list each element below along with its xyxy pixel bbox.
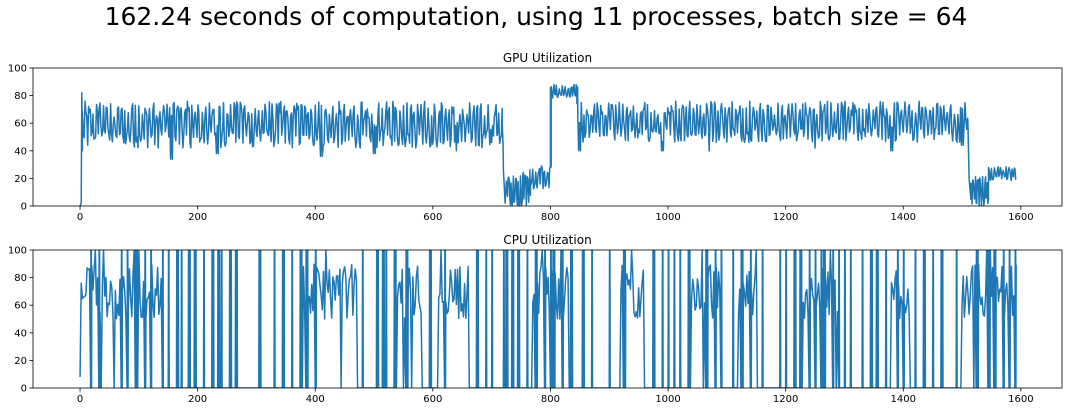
- gpu-xtick-label: 1600: [1008, 212, 1033, 223]
- cpu-title: CPU Utilization: [503, 233, 591, 247]
- gpu-ytick-label: 60: [14, 119, 27, 130]
- cpu-ytick-label: 80: [14, 273, 27, 284]
- cpu-xtick-label: 0: [77, 394, 83, 405]
- gpu-series-line: [79, 83, 1017, 206]
- cpu-ytick-label: 60: [14, 301, 27, 312]
- cpu-xtick-label: 200: [188, 394, 207, 405]
- gpu-title: GPU Utilization: [503, 51, 592, 65]
- gpu-xtick-label: 200: [188, 212, 207, 223]
- figure-title: 162.24 seconds of computation, using 11 …: [104, 2, 968, 31]
- cpu-ytick-label: 0: [21, 384, 27, 395]
- cpu-ytick-label: 40: [14, 328, 27, 339]
- cpu-xtick-label: 800: [541, 394, 560, 405]
- gpu-xtick-label: 1400: [891, 212, 916, 223]
- gpu-ytick-label: 100: [8, 64, 27, 75]
- gpu-ytick-label: 80: [14, 91, 27, 102]
- gpu-xtick-label: 400: [306, 212, 325, 223]
- cpu-xtick-label: 600: [423, 394, 442, 405]
- cpu-xtick-label: 1600: [1008, 394, 1033, 405]
- cpu-ytick-label: 20: [14, 356, 27, 367]
- cpu-xtick-label: 1000: [655, 394, 680, 405]
- gpu-ytick-label: 20: [14, 174, 27, 185]
- gpu-xtick-label: 0: [77, 212, 83, 223]
- gpu-frame: [32, 67, 1063, 207]
- cpu-xtick-label: 400: [306, 394, 325, 405]
- gpu-ytick-label: 0: [21, 202, 27, 213]
- gpu-xtick-label: 1000: [655, 212, 680, 223]
- cpu-xtick-label: 1200: [773, 394, 798, 405]
- cpu-xtick-label: 1400: [891, 394, 916, 405]
- gpu-xtick-label: 600: [423, 212, 442, 223]
- cpu-frame: [32, 249, 1063, 389]
- gpu-ytick-label: 40: [14, 146, 27, 157]
- gpu-xtick-label: 1200: [773, 212, 798, 223]
- cpu-ytick-label: 100: [8, 246, 27, 257]
- gpu-xtick-label: 800: [541, 212, 560, 223]
- cpu-series-line: [79, 250, 1017, 388]
